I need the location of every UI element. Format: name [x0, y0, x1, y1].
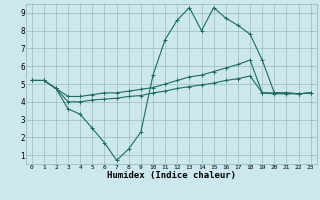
- X-axis label: Humidex (Indice chaleur): Humidex (Indice chaleur): [107, 171, 236, 180]
